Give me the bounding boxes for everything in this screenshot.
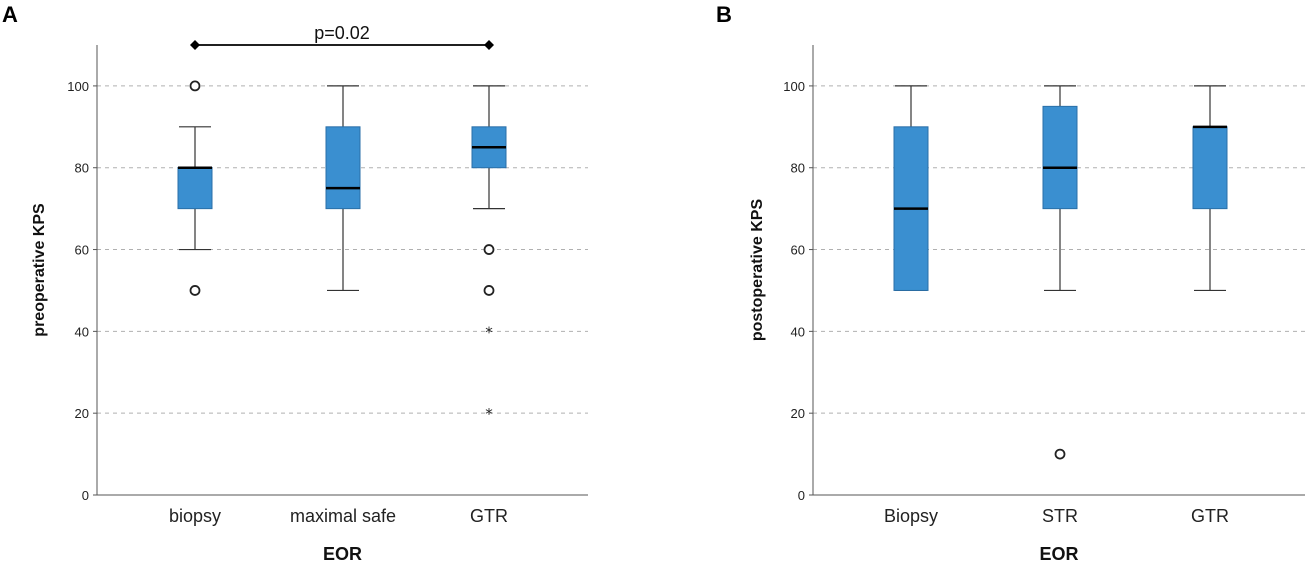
- panel-b: B 0 20 40 60 80 100 postoperative KPS EOR Biopsy S…: [716, 2, 1305, 564]
- y-tick-label: 60: [75, 243, 89, 258]
- y-tick-label: 100: [67, 79, 89, 94]
- y-tick-label: 0: [798, 488, 805, 503]
- outlier-circle: [1054, 448, 1066, 460]
- y-axis-title: preoperative KPS: [31, 203, 48, 337]
- box-biopsy: Biopsy: [884, 85, 938, 526]
- y-tick-label: 80: [791, 161, 805, 176]
- box-gtr: GTR: [1191, 85, 1229, 526]
- y-axis-title: postoperative KPS: [749, 199, 766, 342]
- panel-a: A 0 20 40 60 80 100 preoperative KPS EOR biopsy ma…: [2, 2, 588, 564]
- y-tick-label: 20: [791, 406, 805, 421]
- box-biopsy: biopsy: [169, 80, 221, 526]
- outlier-star: *: [485, 405, 493, 423]
- y-tick-label: 0: [82, 488, 89, 503]
- y-tick-label: 60: [791, 243, 805, 258]
- x-tick-label: GTR: [1191, 506, 1229, 526]
- y-tick-label: 40: [75, 324, 89, 339]
- bracket-end-diamond: [484, 40, 494, 50]
- outlier-star: *: [485, 323, 493, 341]
- box-iqr: [1042, 105, 1078, 210]
- panel-letter: A: [2, 2, 18, 27]
- y-tick-label: 100: [783, 79, 805, 94]
- y-tick-label: 40: [791, 324, 805, 339]
- x-tick-label: GTR: [470, 506, 508, 526]
- box-iqr: [325, 126, 361, 210]
- panel-letter: B: [716, 2, 732, 27]
- x-axis-title: EOR: [1039, 544, 1078, 564]
- y-tick-label: 20: [75, 406, 89, 421]
- outlier-circle: [483, 285, 495, 296]
- x-tick-label: maximal safe: [290, 506, 396, 526]
- y-tick-label: 80: [75, 161, 89, 176]
- outlier-circle: [189, 285, 201, 296]
- box-iqr: [1192, 126, 1228, 210]
- outlier-circle: [189, 80, 201, 92]
- x-tick-label: Biopsy: [884, 506, 938, 526]
- x-tick-label: biopsy: [169, 506, 221, 526]
- x-tick-label: STR: [1042, 506, 1078, 526]
- significance-bracket: p=0.02: [190, 23, 494, 50]
- x-axis-title: EOR: [323, 544, 362, 564]
- p-value-label: p=0.02: [314, 23, 370, 43]
- box-iqr: [177, 167, 213, 210]
- box-str: STR: [1042, 85, 1078, 526]
- bracket-end-diamond: [190, 40, 200, 50]
- outlier-circle: [483, 244, 495, 255]
- box-gtr: GTR * *: [470, 85, 508, 526]
- box-maximal-safe: maximal safe: [290, 85, 396, 526]
